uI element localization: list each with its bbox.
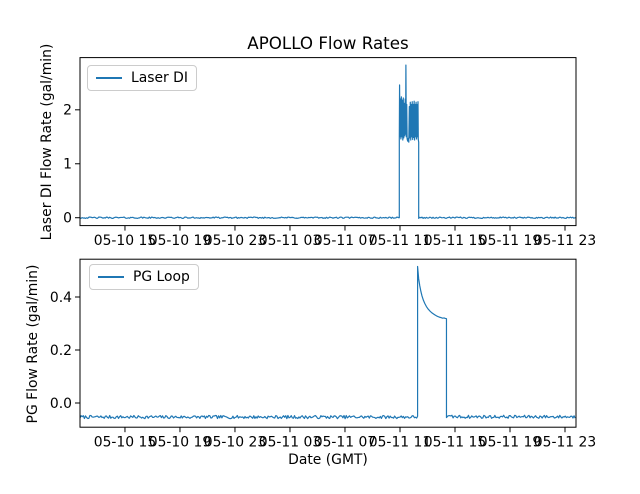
pg-loop-legend-label: PG Loop xyxy=(133,269,190,285)
x-tick-label: 05-11 07 xyxy=(314,435,376,451)
y-tick-label: 0.0 xyxy=(50,396,72,412)
x-tick-label: 05-10 19 xyxy=(149,233,211,249)
x-tick-label: 05-11 19 xyxy=(479,233,541,249)
x-tick-label: 05-11 03 xyxy=(259,233,321,249)
x-tick-label: 05-11 23 xyxy=(534,435,596,451)
y-tick-label: 0 xyxy=(63,211,72,227)
x-tick-label: 05-10 23 xyxy=(204,233,266,249)
laser-di-legend-label: Laser DI xyxy=(131,70,188,86)
x-tick-label: 05-11 19 xyxy=(479,435,541,451)
laser-di-legend: Laser DI xyxy=(87,65,197,91)
y-tick-label: 0.4 xyxy=(50,290,72,306)
x-tick-label: 05-11 11 xyxy=(369,233,431,249)
pg-loop-legend-line-icon xyxy=(98,276,124,278)
x-tick-label: 05-11 11 xyxy=(369,435,431,451)
pg-loop-legend: PG Loop xyxy=(89,264,199,290)
y-tick-label: 1 xyxy=(63,157,72,173)
x-tick-label: 05-11 23 xyxy=(534,233,596,249)
x-tick-label: 05-11 15 xyxy=(424,435,486,451)
y-tick-label: 0.2 xyxy=(50,343,72,359)
apollo-flow-rates-figure: 05-10 15 05-10 19 05-10 23 05-11 03 05-11 07… xyxy=(25,33,596,468)
chart-title: APOLLO Flow Rates xyxy=(247,33,409,53)
plot-border xyxy=(79,57,577,227)
pg-loop-series-line xyxy=(80,265,576,420)
plot-border xyxy=(79,258,577,428)
x-tick-label: 05-10 15 xyxy=(94,233,156,249)
x-tick-label: 05-11 07 xyxy=(314,233,376,249)
laser-di-series-line xyxy=(80,64,576,220)
y-tick-label: 2 xyxy=(63,103,72,119)
pg-y-axis-label: PG Flow Rate (gal/min) xyxy=(25,264,41,424)
laser-di-legend-line-icon xyxy=(96,77,122,79)
x-tick-label: 05-11 15 xyxy=(424,233,486,249)
x-tick-label: 05-11 03 xyxy=(259,435,321,451)
x-tick-label: 05-10 15 xyxy=(94,435,156,451)
x-tick-label: 05-10 23 xyxy=(204,435,266,451)
x-tick-label: 05-10 19 xyxy=(149,435,211,451)
x-axis-label: Date (GMT) xyxy=(288,452,368,468)
